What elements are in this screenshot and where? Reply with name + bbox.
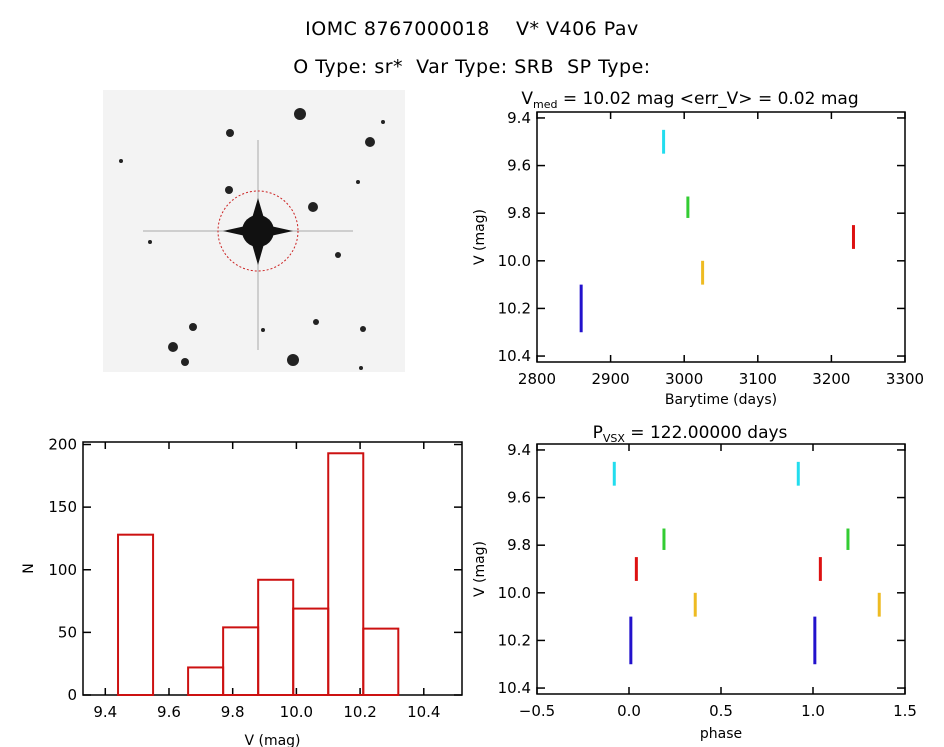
y-tick-label: 9.6 bbox=[507, 489, 531, 507]
histogram-bar bbox=[257, 578, 295, 696]
data-point-season-5 bbox=[818, 557, 822, 581]
title-main: V bbox=[521, 89, 533, 109]
star-icon bbox=[381, 120, 385, 124]
star-icon bbox=[225, 186, 233, 194]
x-tick-label: 1.0 bbox=[801, 702, 825, 720]
data-point-season-5 bbox=[634, 557, 638, 581]
y-tick-label: 9.4 bbox=[507, 441, 531, 459]
x-tick-label: 9.6 bbox=[157, 703, 181, 721]
histogram-bar bbox=[117, 533, 155, 696]
title-rest: = 122.00000 days bbox=[625, 423, 788, 443]
data-point-season-2 bbox=[612, 461, 616, 486]
star-icon bbox=[287, 354, 299, 366]
x-tick-label: 3100 bbox=[739, 370, 777, 388]
star-icon bbox=[226, 129, 234, 137]
y-tick-label: 10.0 bbox=[498, 584, 531, 602]
y-tick-label: 100 bbox=[48, 561, 77, 579]
x-tick-label: 9.8 bbox=[221, 703, 245, 721]
data-point-season-5 bbox=[851, 225, 855, 249]
figure-title: IOMC 8767000018 V* V406 Pav bbox=[305, 18, 639, 40]
x-tick-label: 3300 bbox=[886, 370, 924, 388]
x-tick-label: 9.4 bbox=[93, 703, 117, 721]
data-point-season-4 bbox=[693, 592, 697, 617]
star-icon bbox=[365, 137, 375, 147]
y-tick-label: 9.8 bbox=[507, 204, 531, 222]
x-tick-label: 2900 bbox=[592, 370, 630, 388]
x-tick-label: 1.5 bbox=[893, 702, 917, 720]
phase-curve-ylabel: V (mag) bbox=[472, 541, 488, 597]
title-main: P bbox=[593, 423, 603, 443]
phase-curve-title: PVSX = 122.00000 days bbox=[593, 423, 788, 445]
y-tick-label: 10.4 bbox=[498, 347, 531, 365]
star-icon bbox=[308, 202, 318, 212]
x-tick-label: 2800 bbox=[518, 370, 556, 388]
y-tick-label: 50 bbox=[58, 623, 77, 641]
star-icon bbox=[359, 366, 363, 370]
y-tick-label: 10.2 bbox=[498, 299, 531, 317]
plot-frame bbox=[536, 111, 906, 363]
y-tick-label: 200 bbox=[48, 436, 77, 454]
data-point-season-1 bbox=[813, 616, 817, 665]
light-curve-title: Vmed = 10.02 mag <err_V> = 0.02 mag bbox=[521, 89, 858, 111]
histogram-ylabel: N bbox=[21, 563, 37, 573]
histogram-bar bbox=[222, 626, 260, 696]
histogram-bar bbox=[292, 607, 330, 697]
light-curve-xlabel: Barytime (days) bbox=[665, 392, 777, 408]
star-icon bbox=[148, 240, 152, 244]
y-tick-label: 0 bbox=[67, 686, 77, 704]
data-point-season-2 bbox=[796, 461, 800, 486]
phase-curve-axes: −0.5 0.0 0.5 1.0 1.5 9.4 9.6 9.8 10.0 10.2 10.4 bbox=[498, 441, 917, 720]
histogram-bar bbox=[327, 452, 365, 696]
y-tick-label: 10.0 bbox=[498, 252, 531, 270]
data-point-season-4 bbox=[877, 592, 881, 617]
star-icon bbox=[168, 342, 178, 352]
x-tick-label: −0.5 bbox=[519, 702, 555, 720]
star-icon bbox=[181, 358, 189, 366]
plot-frame bbox=[82, 441, 463, 696]
plot-frame bbox=[536, 443, 906, 695]
histogram-axes: 9.4 9.6 9.8 10.0 10.2 10.4 0 50 100 150 200 bbox=[48, 436, 463, 721]
histogram-bar bbox=[362, 627, 400, 697]
star-icon bbox=[261, 328, 265, 332]
star-icon bbox=[335, 252, 341, 258]
data-point-season-1 bbox=[629, 616, 633, 665]
y-tick-label: 150 bbox=[48, 498, 77, 516]
histogram-xlabel: V (mag) bbox=[244, 733, 300, 747]
light-curve-ylabel: V (mag) bbox=[472, 209, 488, 265]
title-subscript: VSX bbox=[603, 432, 626, 445]
figure-subtitle: O Type: sr* Var Type: SRB SP Type: bbox=[293, 56, 651, 78]
x-tick-label: 10.0 bbox=[280, 703, 313, 721]
star-icon bbox=[189, 323, 197, 331]
data-point-season-3 bbox=[846, 528, 850, 550]
light-curve-axes: 2800 2900 3000 3100 3200 3300 9.4 9.6 9.8 10.0 10.… bbox=[498, 109, 925, 388]
data-point-season-2 bbox=[662, 129, 666, 154]
finder-chart-image bbox=[103, 90, 405, 372]
y-tick-label: 9.8 bbox=[507, 536, 531, 554]
data-point-season-1 bbox=[579, 284, 583, 333]
title-subscript: med bbox=[533, 98, 557, 111]
star-icon bbox=[313, 319, 319, 325]
star-icon bbox=[356, 180, 360, 184]
star-icon bbox=[119, 159, 123, 163]
x-tick-label: 3000 bbox=[665, 370, 703, 388]
title-rest: = 10.02 mag <err_V> = 0.02 mag bbox=[557, 89, 858, 109]
x-tick-label: 3200 bbox=[812, 370, 850, 388]
data-point-season-3 bbox=[662, 528, 666, 550]
phase-curve-xlabel: phase bbox=[700, 726, 742, 742]
y-tick-label: 10.2 bbox=[498, 631, 531, 649]
y-tick-label: 10.4 bbox=[498, 679, 531, 697]
x-tick-label: 0.5 bbox=[709, 702, 733, 720]
y-tick-label: 9.6 bbox=[507, 157, 531, 175]
x-tick-label: 0.0 bbox=[617, 702, 641, 720]
y-tick-label: 9.4 bbox=[507, 109, 531, 127]
data-point-season-4 bbox=[701, 260, 705, 285]
star-icon bbox=[294, 108, 306, 120]
star-icon bbox=[360, 326, 366, 332]
x-tick-label: 10.2 bbox=[343, 703, 376, 721]
target-circle bbox=[217, 190, 299, 272]
data-point-season-3 bbox=[686, 196, 690, 218]
x-tick-label: 10.4 bbox=[407, 703, 440, 721]
histogram-bar bbox=[187, 666, 225, 697]
